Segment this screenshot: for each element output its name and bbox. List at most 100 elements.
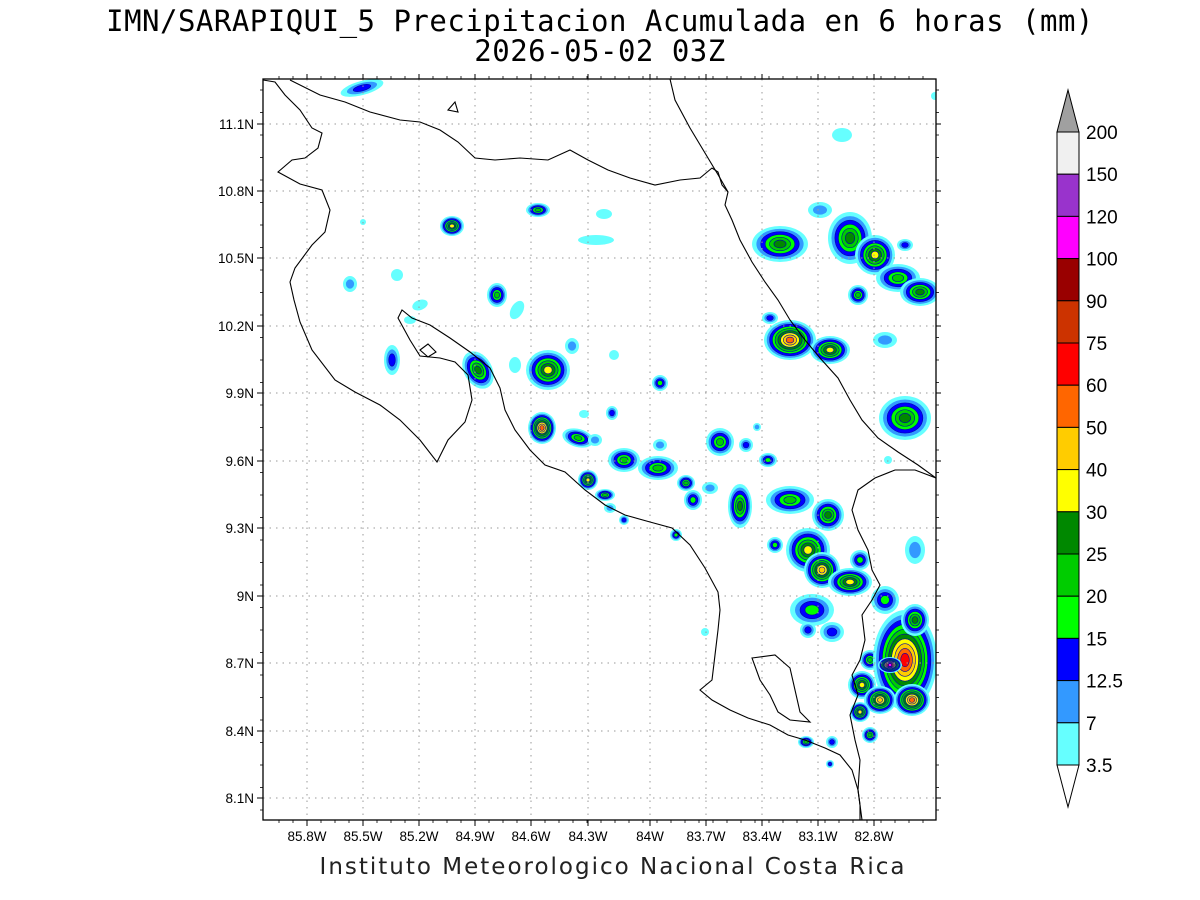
colorbar-level-label: 90 — [1086, 292, 1107, 313]
precip-cell — [684, 490, 702, 510]
precipitation-field — [340, 79, 936, 768]
colorbar-segment — [1056, 637, 1080, 682]
precip-cell — [767, 537, 783, 553]
colorbar-level-label: 30 — [1086, 503, 1107, 524]
precip-cell — [404, 316, 416, 324]
precip-cell — [753, 423, 761, 431]
precip-cell — [526, 203, 550, 217]
precip-cell — [826, 736, 838, 748]
precip-cell — [864, 686, 896, 714]
coastline-nicoya-inner — [419, 343, 437, 358]
border-panama — [849, 469, 936, 820]
precip-cell — [848, 285, 868, 305]
map-title: IMN/SARAPIQUI_5 Precipitacion Acumulada … — [106, 4, 1094, 38]
lat-tick-label: 10.5N — [218, 251, 254, 266]
precip-cell — [820, 622, 844, 642]
colorbar-segment — [1056, 300, 1080, 344]
precip-cell — [739, 438, 753, 452]
colorbar-level-label: 15 — [1086, 629, 1107, 650]
colorbar-segment — [1056, 722, 1080, 766]
precip-cell — [790, 594, 834, 626]
map-subtitle-date: 2026-05-02 03Z — [474, 34, 726, 68]
precip-cell — [562, 428, 594, 448]
precip-cell — [894, 684, 930, 716]
footer-credit: Instituto Meteorologico Nacional Costa R… — [319, 854, 907, 880]
colorbar-underflow-arrow — [1056, 764, 1080, 809]
lon-tick-label: 84.6W — [511, 829, 550, 844]
colorbar-level-label: 12.5 — [1086, 672, 1123, 693]
colorbar-level-label: 25 — [1086, 545, 1107, 566]
colorbar-segment — [1056, 511, 1080, 555]
precip-cell — [609, 350, 619, 360]
precip-cell — [759, 453, 777, 467]
precip-cell — [606, 406, 618, 420]
precip-cell — [608, 448, 640, 472]
colorbar-segment — [1056, 426, 1080, 471]
precip-cell — [702, 482, 718, 494]
precip-cell — [670, 529, 682, 541]
colorbar-level-label: 150 — [1086, 165, 1118, 186]
lake-nicaragua-shore — [446, 100, 459, 113]
precip-cell — [487, 283, 507, 307]
colorbar-level-label: 7 — [1086, 714, 1097, 735]
lat-tick-label: 10.2N — [218, 319, 254, 334]
lon-tick-label: 83.4W — [742, 829, 781, 844]
colorbar-overflow-arrow — [1056, 88, 1080, 133]
colorbar-level-label: 20 — [1086, 587, 1107, 608]
precip-cell — [884, 456, 892, 464]
colorbar-segment — [1056, 469, 1080, 513]
colorbar-level-label: 60 — [1086, 376, 1107, 397]
precip-cell — [873, 332, 897, 348]
lon-tick-label: 85.5W — [343, 829, 382, 844]
precip-cell — [766, 486, 814, 514]
precip-cell — [878, 657, 902, 673]
precip-cell — [528, 412, 556, 444]
lon-tick-label: 84.3W — [568, 829, 607, 844]
lat-lon-grid — [263, 79, 936, 820]
precip-cell — [808, 202, 832, 218]
precip-cell — [810, 336, 850, 364]
lon-tick-label: 82.8W — [854, 829, 893, 844]
precip-cell — [565, 338, 579, 354]
colorbar-segment — [1056, 173, 1080, 217]
precip-cell — [828, 568, 872, 596]
colorbar-level-label: 75 — [1086, 334, 1107, 355]
precip-cell — [595, 489, 615, 501]
lon-tick-label: 83.7W — [686, 829, 725, 844]
precip-cell — [579, 410, 589, 418]
lat-tick-label: 9N — [237, 589, 254, 604]
precip-cell — [862, 727, 878, 743]
precip-cell — [462, 351, 494, 389]
precip-cell — [526, 350, 570, 390]
precip-cell — [728, 484, 752, 528]
colorbar-segment — [1056, 258, 1080, 302]
lon-tick-label: 84W — [636, 829, 664, 844]
colorbar-segment — [1056, 215, 1080, 260]
precip-cell — [897, 239, 913, 251]
map-frame — [262, 78, 937, 821]
precip-cell — [798, 736, 814, 748]
colorbar-segment — [1056, 553, 1080, 597]
lat-tick-label: 8.4N — [225, 724, 254, 739]
lon-tick-label: 85.2W — [399, 829, 438, 844]
precip-cell — [343, 276, 357, 292]
precip-cell — [701, 628, 709, 636]
precip-cell — [596, 209, 612, 219]
precip-cell — [832, 128, 852, 142]
precip-cell — [588, 434, 602, 446]
coastline-pacific-north — [263, 79, 861, 820]
precip-cell — [800, 622, 816, 638]
colorbar-level-label: 120 — [1086, 207, 1118, 228]
precip-cell — [871, 586, 899, 614]
precip-cell — [391, 269, 403, 281]
precip-cell — [509, 357, 521, 373]
precip-cell — [384, 345, 400, 375]
colorbar-level-label: 40 — [1086, 461, 1107, 482]
colorbar-level-label: 200 — [1086, 123, 1118, 144]
coastline-borders — [263, 79, 936, 820]
colorbar: 200 150 120 100 90 75 60 50 40 30 25 20 15 12.5 7 3.5 — [1056, 88, 1123, 809]
precip-cell — [931, 92, 936, 100]
lat-tick-label: 11.1N — [219, 117, 254, 132]
lon-tick-label: 85.8W — [287, 829, 326, 844]
precip-cell — [652, 375, 668, 391]
